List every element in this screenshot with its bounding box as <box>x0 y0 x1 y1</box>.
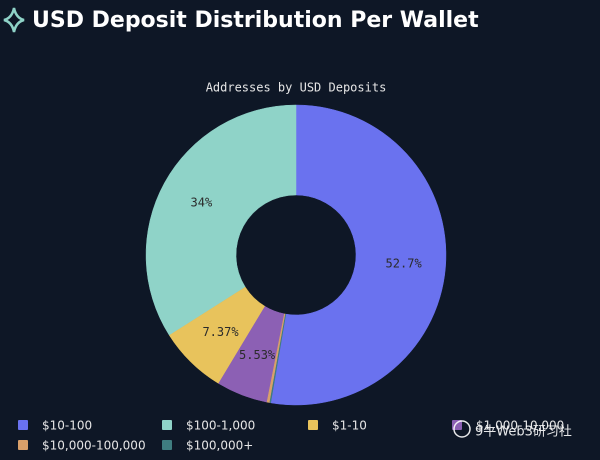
legend-label: $1-10 <box>332 419 367 433</box>
legend-swatch <box>308 420 318 430</box>
chart-title: USD Deposit Distribution Per Wallet <box>32 8 479 33</box>
legend-label: $100-1,000 <box>186 419 255 433</box>
watermark-icon <box>453 420 471 438</box>
legend-swatch <box>18 440 28 450</box>
legend-label: $100,000+ <box>186 439 253 453</box>
watermark: 9牛Web3研习社 <box>453 420 572 440</box>
donut-slice <box>269 313 287 404</box>
legend-swatch <box>18 420 28 430</box>
legend-label: $1,000-10,000 <box>476 419 564 433</box>
legend-swatch <box>162 420 172 430</box>
data-label: 7.37% <box>202 325 239 339</box>
data-label: 34% <box>191 195 213 209</box>
data-label: 52.7% <box>386 257 423 271</box>
watermark-text: 9牛Web3研习社 <box>475 424 572 440</box>
title-icon <box>3 7 25 33</box>
data-label: 5.53% <box>239 348 276 362</box>
chart-subtitle: Addresses by USD Deposits <box>206 81 387 95</box>
legend-swatch <box>162 440 172 450</box>
donut-slice <box>145 104 297 336</box>
legend-label: $10,000-100,000 <box>42 439 146 453</box>
legend-label: $10-100 <box>42 419 92 433</box>
